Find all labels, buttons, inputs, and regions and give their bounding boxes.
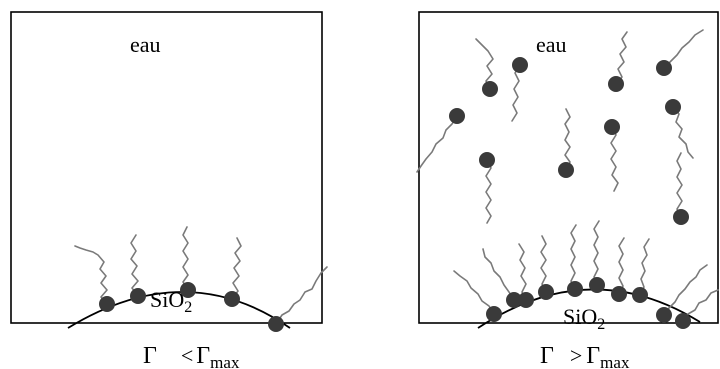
condition-symbol-right: Γ	[586, 343, 600, 369]
coverage-condition: Γ < Γmax	[143, 343, 240, 369]
surfactant-tail	[570, 224, 577, 290]
surfactant-head	[512, 57, 528, 73]
particle-label-subscript: 2	[184, 299, 192, 316]
particle-label: SiO2	[150, 287, 192, 316]
surfactant-tail	[663, 29, 704, 69]
surfactant-head	[482, 81, 498, 97]
condition-relation: >	[570, 343, 582, 368]
surfactant-tail	[511, 64, 521, 122]
condition-symbol-right: Γ	[196, 343, 210, 369]
particle-label-subscript: 2	[597, 316, 605, 333]
surfactant-head	[224, 291, 240, 307]
surfactant-tail	[615, 31, 628, 85]
particle-label-main: SiO	[150, 287, 184, 312]
surfactant-head	[608, 76, 624, 92]
condition-symbol: Γ	[143, 343, 157, 369]
particle-label-main: SiO	[563, 304, 597, 329]
surfactant-head	[486, 306, 502, 322]
adsorbed-surfactants	[453, 220, 719, 329]
surfactant-tail	[130, 234, 139, 297]
surfactant-tail	[676, 152, 683, 218]
free-surfactants	[416, 29, 704, 225]
surfactant-head	[656, 307, 672, 323]
surfactant-tail	[485, 159, 492, 224]
surfactant-head	[656, 60, 672, 76]
surfactant-head	[99, 296, 115, 312]
surfactant-tail	[639, 238, 650, 296]
panel-high-coverage: eau	[416, 11, 719, 369]
surfactant-head	[567, 281, 583, 297]
surfactant-tail	[475, 38, 494, 90]
surfactant-head	[506, 292, 522, 308]
surfactant-tail	[518, 243, 527, 301]
surfactant-tail	[231, 237, 242, 300]
surfactant-head	[611, 286, 627, 302]
condition-subscript: max	[600, 353, 630, 369]
surfactant-head	[538, 284, 554, 300]
surfactant-tail	[482, 248, 515, 301]
surfactant-tail	[672, 106, 694, 159]
surfactant-tail	[74, 245, 108, 305]
surfactant-head	[180, 282, 196, 298]
surfactant-head	[589, 277, 605, 293]
surfactant-head	[604, 119, 620, 135]
particle-label: SiO2	[563, 304, 605, 333]
panel-low-coverage: eau SiO2 Γ < Γmax	[10, 11, 328, 369]
panel-frame	[10, 11, 323, 324]
surfactant-head	[518, 292, 534, 308]
surfactant-tail	[663, 264, 708, 316]
adsorbed-surfactants	[74, 226, 328, 332]
surfactant-tail	[453, 270, 495, 315]
surfactant-head	[632, 287, 648, 303]
surfactant-tail	[275, 266, 328, 325]
condition-relation: <	[181, 343, 193, 368]
surfactant-tail	[593, 220, 600, 286]
surfactant-tail	[610, 126, 619, 192]
surfactant-head	[130, 288, 146, 304]
silica-particle-surface	[477, 288, 701, 329]
surfactant-head	[673, 209, 689, 225]
surfactant-head	[268, 316, 284, 332]
surfactant-tail	[416, 115, 458, 173]
surfactant-tail	[540, 235, 547, 293]
coverage-condition: Γ > Γmax	[540, 343, 630, 369]
surfactant-head	[449, 108, 465, 124]
surfactant-tail	[618, 237, 625, 295]
surfactant-head	[479, 152, 495, 168]
surfactant-tail	[682, 289, 719, 322]
surfactant-head	[665, 99, 681, 115]
solvent-label: eau	[130, 32, 161, 57]
solvent-label: eau	[536, 32, 567, 57]
surfactant-head	[675, 313, 691, 329]
condition-subscript: max	[210, 353, 240, 369]
surfactant-tail	[182, 226, 189, 291]
surfactant-tail	[564, 108, 571, 171]
surfactant-head	[558, 162, 574, 178]
condition-symbol: Γ	[540, 343, 554, 369]
